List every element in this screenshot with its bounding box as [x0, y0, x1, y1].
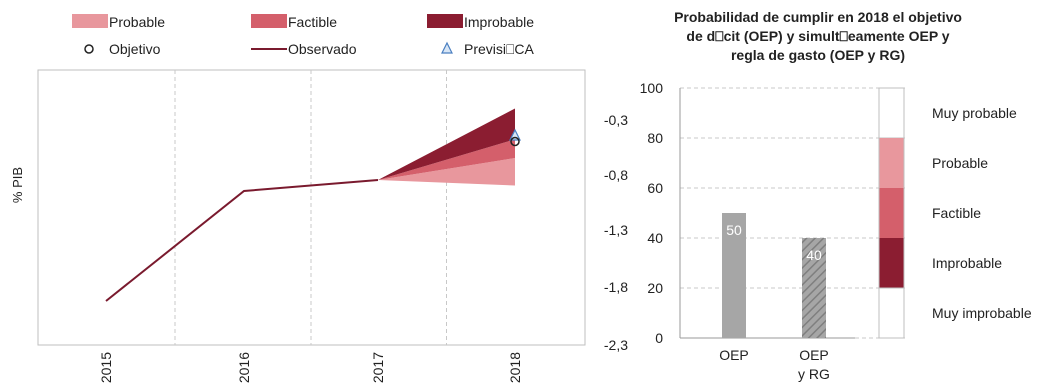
- legend-marker-prevision: [441, 41, 453, 54]
- x-tick-label: 2016: [236, 352, 252, 383]
- fan-legend: Probable Factible Improbable Objetivo Ob…: [72, 14, 535, 57]
- legend-swatch-factible: [251, 14, 287, 28]
- fan-band-factible: [378, 139, 515, 180]
- scale-segment-probable: [879, 138, 904, 188]
- scale-label: Probable: [932, 155, 988, 171]
- chart-title: Probabilidad de cumplir en 2018 el objet…: [674, 9, 962, 63]
- y-axis-label: % PIB: [10, 167, 25, 203]
- legend-label-objetivo: Objetivo: [109, 41, 161, 57]
- chart-title-line: Probabilidad de cumplir en 2018 el objet…: [674, 9, 962, 25]
- legend-label-prevision: Previsi⎕CA: [464, 41, 535, 57]
- legend-marker-objetivo: [84, 44, 94, 54]
- observado-line: [105, 179, 379, 302]
- horizontal-gridlines: [680, 87, 905, 339]
- left-axis-tick-label: 80: [647, 130, 663, 146]
- scale-label: Muy probable: [932, 105, 1017, 121]
- left-axis-tick-label: 60: [647, 180, 663, 196]
- x-tick-label: 2015: [98, 352, 114, 383]
- secondary-axis-label: -1,3: [604, 222, 628, 238]
- legend-swatch-improbable: [427, 14, 463, 28]
- secondary-axis-labels: -0,3 -0,8 -1,3 -1,8 -2,3: [604, 112, 628, 353]
- fan-band-improbable: [378, 108, 515, 180]
- secondary-axis-label: -0,8: [604, 167, 628, 183]
- scale-label: Factible: [932, 205, 981, 221]
- bar-oep-y-rg: [802, 238, 826, 338]
- fan-band-probable: [378, 158, 515, 186]
- probability-scale-bar: [878, 87, 905, 339]
- fan-chart: Probable Factible Improbable Objetivo Ob…: [10, 14, 586, 383]
- scale-label: Improbable: [932, 255, 1002, 271]
- left-axis-tick-label: 20: [647, 280, 663, 296]
- bar-oep: [722, 213, 746, 338]
- fan-bands: [378, 108, 515, 186]
- scale-segment-improbable: [879, 238, 904, 288]
- objetivo-marker: [510, 136, 520, 147]
- left-axis-ticks: 0 20 40 60 80 100: [640, 80, 664, 346]
- legend-swatch-probable: [72, 14, 108, 28]
- secondary-axis-label: -0,3: [604, 112, 628, 128]
- probability-chart: Probabilidad de cumplir en 2018 el objet…: [604, 9, 1032, 382]
- x-tick-labels: 2015 2016 2017 2018: [98, 352, 523, 383]
- scale-labels: Muy probable Probable Factible Improbabl…: [932, 105, 1032, 321]
- bar-value-label: 40: [806, 247, 822, 263]
- legend-label-factible: Factible: [288, 14, 337, 30]
- legend-label-improbable: Improbable: [464, 14, 534, 30]
- left-axis-tick-label: 100: [640, 80, 664, 96]
- x-tick-label: 2017: [370, 352, 386, 383]
- chart-title-line: de d⎕cit (OEP) y simult⎕eamente OEP y: [686, 28, 949, 44]
- secondary-axis-label: -1,8: [604, 279, 628, 295]
- scale-label: Muy improbable: [932, 305, 1032, 321]
- scale-segment-muy-probable: [878, 87, 905, 139]
- scale-segment-muy-improbable: [878, 287, 905, 339]
- left-axis-tick-label: 40: [647, 230, 663, 246]
- category-label: OEP: [799, 347, 829, 363]
- legend-label-observado: Observado: [288, 41, 357, 57]
- category-labels: OEP OEP y RG: [719, 347, 830, 382]
- category-label: OEP: [719, 347, 749, 363]
- chart-title-line: regla de gasto (OEP y RG): [731, 47, 905, 63]
- vertical-gridlines: [174, 70, 447, 345]
- scale-segment-factible: [879, 188, 904, 238]
- scale-bar-outline: [878, 87, 905, 339]
- legend-label-probable: Probable: [109, 14, 165, 30]
- bar-value-label: 50: [726, 222, 742, 238]
- category-label: y RG: [798, 366, 830, 382]
- left-axis-tick-label: 0: [655, 330, 663, 346]
- secondary-axis-label: -2,3: [604, 337, 628, 353]
- x-tick-label: 2018: [507, 352, 523, 383]
